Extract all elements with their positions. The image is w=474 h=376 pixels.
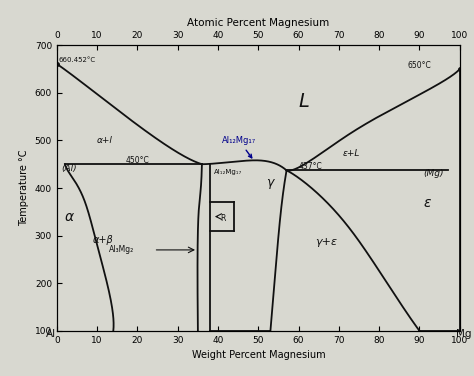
Text: α: α	[65, 210, 74, 224]
Text: α+l: α+l	[97, 136, 113, 145]
Text: 450°C: 450°C	[125, 156, 149, 165]
Text: 660.452°C: 660.452°C	[59, 57, 96, 63]
Text: Al: Al	[46, 329, 56, 339]
Text: γ+ε: γ+ε	[315, 237, 337, 247]
Text: Al₃Mg₂: Al₃Mg₂	[109, 246, 135, 255]
Text: (Al): (Al)	[61, 164, 76, 173]
Text: Al₁₂Mg₁₇: Al₁₂Mg₁₇	[222, 136, 256, 158]
Text: R: R	[220, 214, 226, 223]
Text: Al₁₂Mg₁₇: Al₁₂Mg₁₇	[214, 169, 242, 175]
Text: (Mg): (Mg)	[424, 169, 444, 178]
Y-axis label: Temperature °C: Temperature °C	[19, 150, 29, 226]
Text: 650°C: 650°C	[407, 61, 431, 70]
Text: 437°C: 437°C	[299, 162, 322, 171]
Text: α+β: α+β	[93, 235, 114, 245]
X-axis label: Weight Percent Magnesium: Weight Percent Magnesium	[191, 350, 325, 360]
Text: γ: γ	[266, 176, 274, 189]
Text: L: L	[299, 92, 310, 111]
Text: ε+L: ε+L	[343, 149, 360, 158]
Text: ε: ε	[424, 196, 431, 210]
Text: Mg: Mg	[456, 329, 472, 339]
X-axis label: Atomic Percent Magnesium: Atomic Percent Magnesium	[187, 18, 329, 28]
